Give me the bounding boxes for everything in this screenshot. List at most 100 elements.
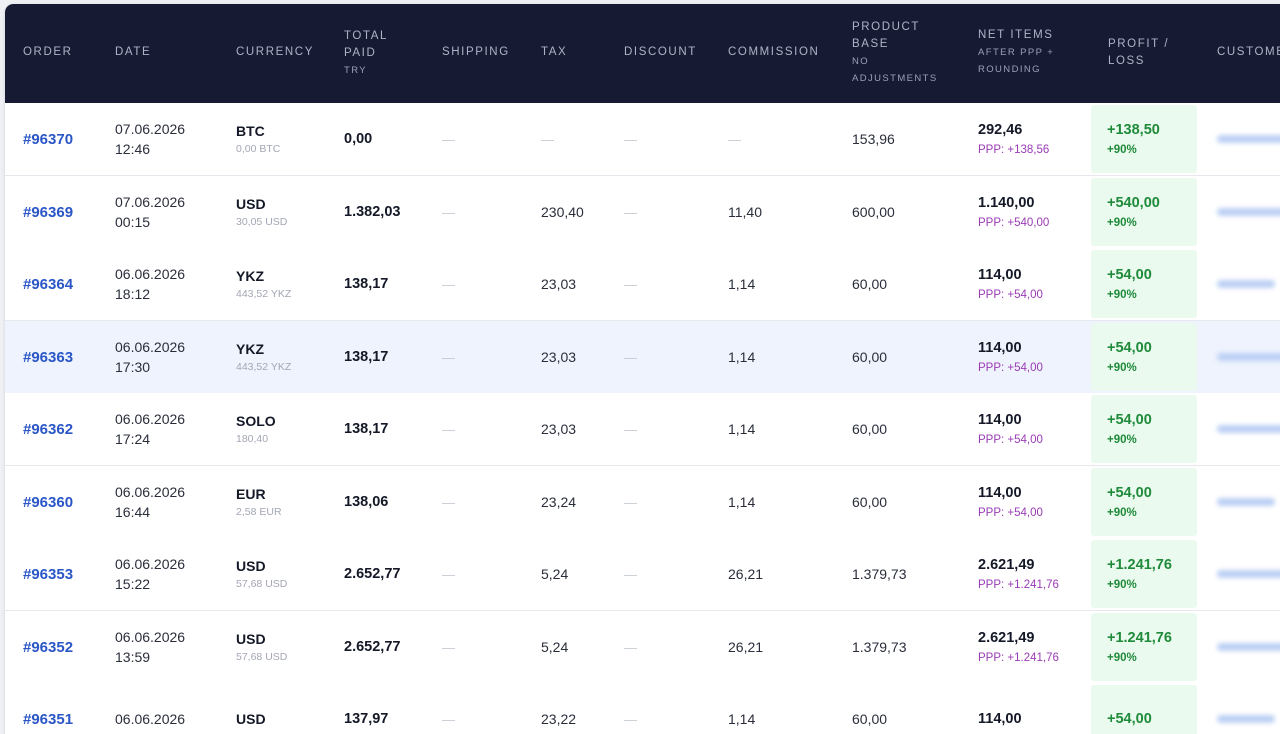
column-header-net-items[interactable]: NET ITEMS AFTER PPP + ROUNDING — [978, 27, 1074, 78]
discount-cell: — — [624, 176, 637, 248]
order-cell: #96362 — [23, 393, 73, 465]
column-header-profit-loss[interactable]: PROFIT / LOSS — [1108, 38, 1170, 67]
profit-value: +540,00 — [1107, 195, 1160, 211]
commission: 26,21 — [728, 566, 764, 582]
discount-cell: — — [624, 393, 637, 465]
customer-redacted[interactable] — [1217, 208, 1280, 216]
tax-cell: 23,03 — [541, 248, 576, 320]
order-cell: #96360 — [23, 466, 73, 538]
column-header-discount[interactable]: DISCOUNT — [624, 46, 697, 58]
total-paid: 0,00 — [344, 131, 373, 147]
total-paid-cell: 137,97 — [344, 683, 388, 734]
total-paid-cell: 138,06 — [344, 466, 388, 538]
product-base-cell: 600,00 — [852, 176, 895, 248]
currency-amount: 443,52 YKZ — [236, 361, 292, 373]
product-base: 600,00 — [852, 204, 895, 220]
currency-code: YKZ — [236, 341, 264, 357]
profit-highlight — [1091, 613, 1197, 681]
date-cell: 06.06.2026 17:24 — [115, 393, 185, 465]
order-link[interactable]: #96360 — [23, 493, 74, 511]
column-header-date[interactable]: DATE — [115, 46, 152, 58]
order-link[interactable]: #96370 — [23, 130, 74, 148]
net-items: 114,00 — [978, 267, 1022, 283]
date-cell: 06.06.2026 16:44 — [115, 466, 185, 538]
order-link[interactable]: #96363 — [23, 348, 74, 366]
customer-redacted[interactable] — [1217, 353, 1280, 361]
column-header-commission[interactable]: COMMISSION — [728, 46, 820, 58]
currency-cell: EUR 2,58 EUR — [236, 466, 282, 538]
profit-highlight — [1091, 105, 1197, 173]
table-row[interactable]: #96362 06.06.2026 17:24 SOLO 180,40 138,17 — 23… — [5, 393, 1280, 466]
column-header-total-paid[interactable]: TOTAL PAID TRY — [344, 28, 404, 79]
tax-cell: 5,24 — [541, 538, 568, 610]
order-date: 06.06.2026 — [115, 411, 186, 427]
commission: 26,21 — [728, 639, 764, 655]
column-header-tax[interactable]: TAX — [541, 46, 568, 58]
currency-code: BTC — [236, 123, 265, 139]
currency-cell: SOLO 180,40 — [236, 393, 276, 465]
order-link[interactable]: #96352 — [23, 638, 74, 656]
customer-redacted[interactable] — [1217, 135, 1280, 143]
currency-amount: 30,05 USD — [236, 216, 288, 228]
net-items-cell: 114,00 PPP: +54,00 — [978, 248, 1043, 320]
customer-redacted[interactable] — [1217, 280, 1275, 288]
order-link[interactable]: #96353 — [23, 565, 74, 583]
profit-cell: +1.241,76 +90% — [1107, 611, 1172, 683]
profit-percent: +90% — [1107, 144, 1137, 156]
table-row[interactable]: #96363 06.06.2026 17:30 YKZ 443,52 YKZ 138,17… — [5, 321, 1280, 394]
tax: 23,03 — [541, 421, 577, 437]
profit-value: +54,00 — [1107, 485, 1152, 501]
net-items-cell: 114,00 PPP: +54,00 — [978, 466, 1043, 538]
table-row[interactable]: #96351 06.06.2026 USD 137,97 — 23,22 — 1,14 60,0… — [5, 683, 1280, 734]
total-paid: 2.652,77 — [344, 639, 401, 655]
shipping: — — [442, 421, 455, 437]
currency-cell: USD 57,68 USD — [236, 538, 287, 610]
order-cell: #96351 — [23, 683, 73, 734]
table-row[interactable]: #96364 06.06.2026 18:12 YKZ 443,52 YKZ 138,17… — [5, 248, 1280, 321]
shipping: — — [442, 204, 455, 220]
order-link[interactable]: #96364 — [23, 275, 74, 293]
discount-cell: — — [624, 538, 637, 610]
column-header-shipping[interactable]: SHIPPING — [442, 46, 510, 58]
table-row[interactable]: #96360 06.06.2026 16:44 EUR 2,58 EUR 138,06 — 2… — [5, 466, 1280, 539]
order-link[interactable]: #96369 — [23, 203, 74, 221]
column-header-total-paid-sub: TRY — [344, 65, 368, 76]
table-row[interactable]: #96353 06.06.2026 15:22 USD 57,68 USD 2.652,7… — [5, 538, 1280, 611]
currency-cell: YKZ 443,52 YKZ — [236, 321, 291, 393]
customer-redacted[interactable] — [1217, 570, 1280, 578]
customer-redacted[interactable] — [1217, 425, 1280, 433]
order-link[interactable]: #96351 — [23, 710, 74, 728]
product-base-cell: 153,96 — [852, 103, 895, 175]
order-cell: #96364 — [23, 248, 73, 320]
table-row[interactable]: #96352 06.06.2026 13:59 USD 57,68 USD 2.652,7… — [5, 611, 1280, 684]
column-header-customer[interactable]: CUSTOME — [1217, 46, 1280, 58]
column-header-product-base[interactable]: PRODUCT BASE NO ADJUSTMENTS — [852, 19, 952, 87]
ppp-adjustment: PPP: +138,56 — [978, 144, 1050, 156]
column-header-currency[interactable]: CURRENCY — [236, 46, 314, 58]
discount: — — [624, 421, 637, 437]
profit-highlight — [1091, 178, 1197, 246]
net-items-cell: 292,46 PPP: +138,56 — [978, 103, 1049, 175]
customer-redacted[interactable] — [1217, 498, 1275, 506]
profit-percent: +90% — [1107, 289, 1137, 301]
net-items: 292,46 — [978, 122, 1023, 138]
product-base: 1.379,73 — [852, 639, 907, 655]
table-row[interactable]: #96370 07.06.2026 12:46 BTC 0,00 BTC 0,00 — — — —… — [5, 103, 1280, 176]
net-items: 114,00 — [978, 340, 1022, 356]
order-time: 13:59 — [115, 649, 151, 665]
product-base-cell: 60,00 — [852, 393, 887, 465]
product-base: 60,00 — [852, 349, 888, 365]
tax: 23,03 — [541, 276, 577, 292]
order-link[interactable]: #96362 — [23, 420, 74, 438]
order-date: 06.06.2026 — [115, 629, 186, 645]
column-header-order[interactable]: ORDER — [23, 46, 73, 58]
discount-cell: — — [624, 611, 637, 683]
customer-redacted[interactable] — [1217, 715, 1275, 723]
tax: 5,24 — [541, 566, 569, 582]
profit-cell: +138,50 +90% — [1107, 103, 1160, 175]
discount: — — [624, 494, 637, 510]
customer-redacted[interactable] — [1217, 643, 1280, 651]
discount: — — [624, 276, 637, 292]
table-row[interactable]: #96369 07.06.2026 00:15 USD 30,05 USD 1.382,0… — [5, 176, 1280, 249]
currency-cell: USD 30,05 USD — [236, 176, 287, 248]
